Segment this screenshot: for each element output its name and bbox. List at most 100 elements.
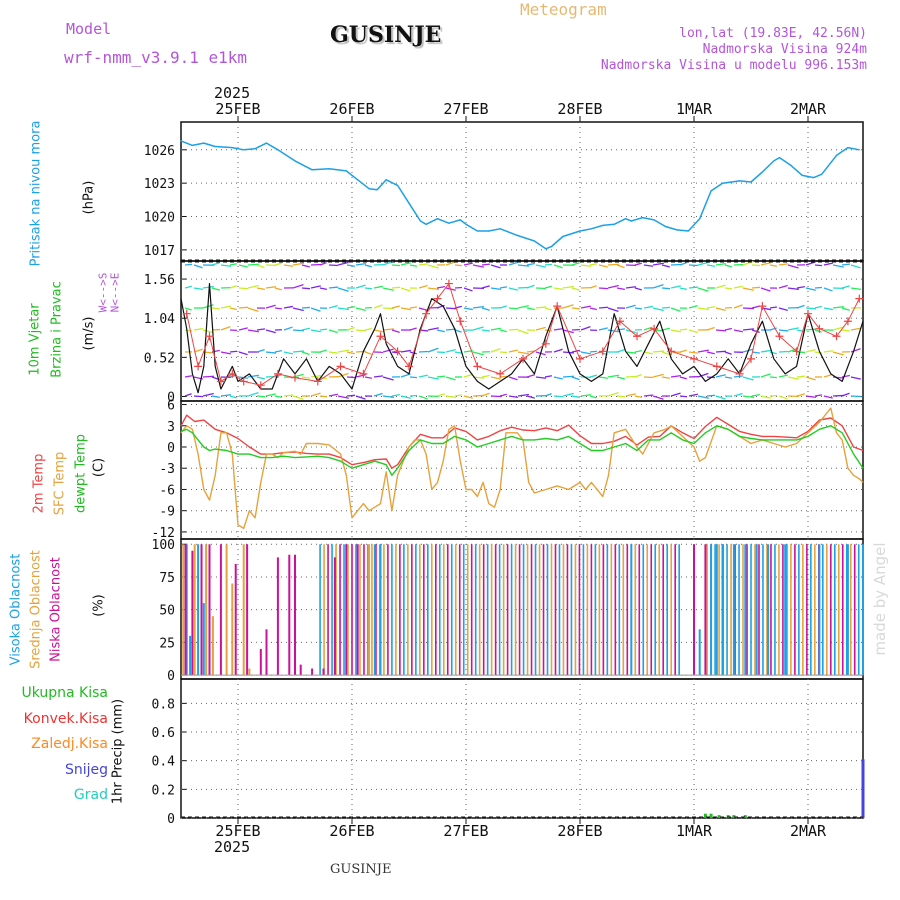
pressure-point-30 [545, 248, 547, 250]
wind-arrow-88 [301, 287, 311, 290]
wind-arrow-371 [823, 350, 834, 353]
wind-arrow-164 [310, 307, 321, 312]
wind-arrow-481 [463, 395, 473, 399]
wind-arrow-330 [454, 351, 463, 354]
wind-arrow-94 [355, 284, 366, 289]
wind-arrow-123 [616, 287, 625, 291]
wind-arrow-245 [364, 327, 372, 331]
wind-arrow-117 [562, 285, 574, 289]
ytick-wind-2: 0.52 [144, 351, 175, 366]
wind-arrow-199 [625, 304, 636, 309]
wind-arrow-501 [643, 394, 654, 397]
wind-arrow-272 [607, 329, 619, 333]
wind-arrow-283 [706, 326, 715, 331]
wind-gust-line [186, 283, 860, 386]
wind-arrow-360 [724, 351, 732, 355]
wind-gust-marker-36 [792, 347, 801, 356]
top-date-1MAR: 1MAR [676, 100, 713, 118]
wind-gust-marker-28 [650, 324, 659, 333]
wind-arrow-81 [238, 287, 249, 290]
wind-arrow-136 [733, 285, 743, 289]
wind-arrow-55 [679, 261, 687, 266]
wind-arrow-160 [274, 307, 283, 310]
model-name: wrf-nmm_v3.9.1 e1km [64, 48, 248, 67]
pressure-point-23 [459, 219, 461, 221]
wind-arrow-278 [661, 327, 670, 331]
wind-arrow-497 [607, 391, 619, 397]
wind-arrow-500 [634, 395, 642, 398]
ytick-cloud-1: 75 [159, 571, 175, 586]
wind-arrow-455 [229, 395, 237, 399]
wind-arrow-454 [220, 394, 232, 397]
wind-arrow-231 [238, 327, 248, 331]
wind-arrow-206 [688, 305, 698, 309]
wind-arrow-444 [805, 376, 816, 381]
pressure-point-10 [311, 169, 313, 171]
wind-arrow-159 [265, 304, 276, 309]
wind-gust-marker-4 [228, 369, 237, 378]
pressure-point-1 [191, 144, 193, 146]
pressure-point-38 [630, 220, 632, 222]
wind-arrow-286 [733, 329, 743, 333]
wind-arrow-284 [715, 329, 727, 332]
wind-arrow-491 [553, 395, 564, 398]
wind-arrow-202 [652, 307, 664, 312]
pressure-point-42 [676, 229, 678, 231]
pressure-point-3 [214, 145, 216, 148]
station-title: GUSINJE [330, 22, 442, 48]
wind-arrow-495 [589, 395, 597, 399]
wind-arrow-60 [724, 264, 732, 268]
wind-arrow-63 [751, 264, 761, 267]
precip-bar-0-0 [703, 813, 707, 818]
wind-arrow-50 [634, 262, 642, 266]
wind-gust-marker-14 [405, 362, 413, 371]
wind-arrow-467 [337, 395, 349, 399]
wind-gust-marker-17 [444, 279, 453, 288]
bottom-year-label: 2025 [214, 838, 251, 856]
pressure-point-55 [821, 173, 823, 175]
wind-arrow-51 [643, 264, 654, 267]
wind-arrow-498 [616, 395, 626, 398]
wind-arrow-459 [265, 393, 276, 397]
wind-arrow-125 [634, 287, 642, 291]
wind-gust-marker-35 [775, 332, 784, 341]
pressure-point-54 [813, 177, 815, 179]
ytick-precipitation-3: 0.2 [152, 783, 175, 798]
pressure-point-21 [436, 218, 439, 220]
wind-arrow-39 [535, 264, 546, 268]
wind-arrow-44 [580, 264, 592, 267]
pressure-point-41 [664, 225, 667, 228]
pressure-point-44 [699, 218, 701, 220]
wind-arrow-201 [643, 305, 653, 309]
wind-arrow-506 [688, 393, 698, 397]
wind-arrow-356 [688, 351, 699, 354]
wind-arrow-264 [535, 326, 546, 331]
ytick-precipitation-4: 0 [167, 812, 175, 827]
wind-arrow-520 [814, 394, 823, 397]
wind-arrow-423 [616, 376, 625, 380]
wind-arrow-490 [544, 393, 552, 397]
bottom-date-2MAR: 2MAR [790, 822, 827, 840]
wind-arrow-363 [751, 351, 761, 354]
model-altitude-label: Nadmorska Visina u modelu 996.153m [600, 58, 867, 73]
wind-arrow-98 [391, 286, 401, 289]
top-date-25FEB: 25FEB [215, 100, 260, 118]
wind-arrow-449 [850, 376, 861, 380]
wind-arrow-27 [427, 264, 439, 269]
pressure-point-7 [265, 142, 268, 144]
wind-arrow-493 [571, 395, 580, 399]
wind-arrow-218 [796, 304, 805, 309]
wind-arrow-406 [463, 373, 473, 378]
wind-arrow-54 [670, 263, 682, 266]
wind-arrow-518 [796, 393, 805, 397]
wind-arrow-464 [310, 392, 321, 397]
wind-arrow-404 [445, 376, 456, 381]
wind-gust-marker-12 [376, 332, 385, 341]
pressure-point-20 [425, 223, 427, 225]
wind-arrow-80 [229, 285, 237, 289]
wind-arrow-153 [211, 307, 221, 310]
pressure-point-36 [613, 223, 615, 225]
wind-arrow-29 [445, 261, 456, 266]
wind-arrow-513 [751, 393, 760, 397]
wind-arrow-413 [526, 374, 535, 378]
